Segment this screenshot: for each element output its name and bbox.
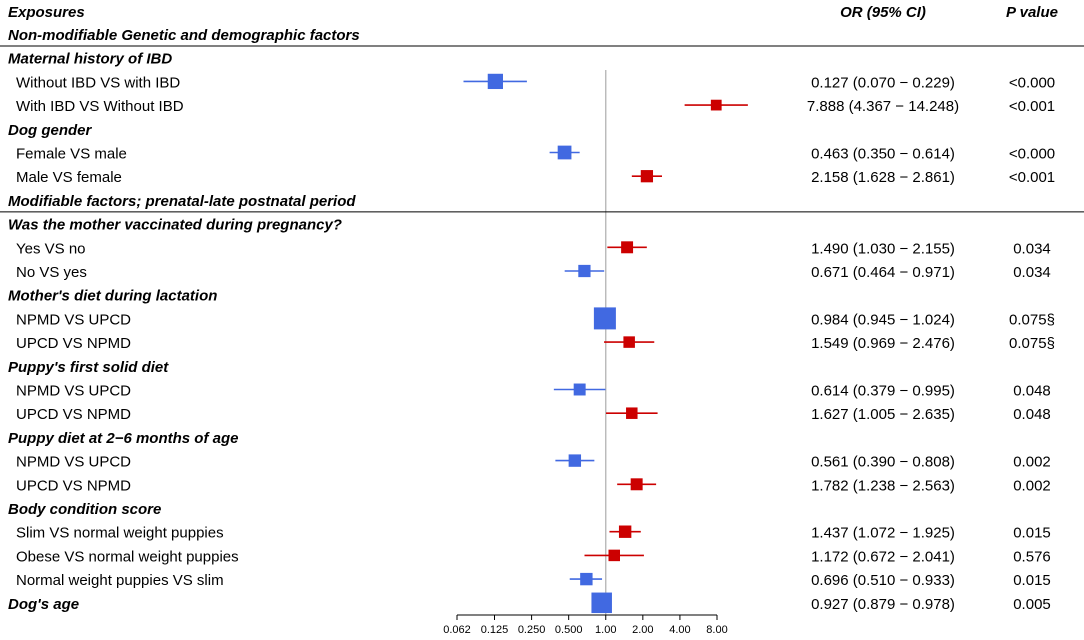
x-tick-label: 1.00 (595, 624, 616, 636)
or-ci-value: 0.671 (0.464 − 0.971) (811, 264, 955, 281)
row-label: Obese VS normal weight puppies (16, 548, 239, 565)
p-value: 0.576 (1013, 548, 1051, 565)
or-ci-value: 0.696 (0.510 − 0.933) (811, 572, 955, 589)
row-label: NPMD VS UPCD (16, 454, 131, 471)
point-estimate (621, 241, 634, 254)
point-estimate (640, 170, 654, 183)
row-label: UPCD VS NPMD (16, 477, 131, 494)
x-tick-label: 2.00 (632, 624, 653, 636)
group-label: Puppy's first solid diet (8, 359, 169, 376)
p-value: 0.002 (1013, 477, 1051, 494)
point-estimate (573, 383, 586, 396)
row-label: Dog's age (8, 596, 79, 613)
group-label: Puppy diet at 2−6 months of age (8, 430, 238, 447)
group-label: Mother's diet during lactation (8, 288, 217, 305)
header-p-value: P value (1006, 4, 1058, 21)
p-value: 0.075§ (1009, 311, 1055, 328)
section-label: Modifiable factors; prenatal-late postna… (8, 193, 356, 210)
row-label: With IBD VS Without IBD (16, 98, 184, 115)
p-value: 0.034 (1013, 240, 1051, 257)
or-ci-value: 0.463 (0.350 − 0.614) (811, 146, 955, 163)
p-value: 0.034 (1013, 264, 1051, 281)
or-ci-value: 0.561 (0.390 − 0.808) (811, 454, 955, 471)
or-ci-value: 1.782 (1.238 − 2.563) (811, 477, 955, 494)
p-value: 0.048 (1013, 383, 1051, 400)
point-estimate (580, 572, 593, 586)
point-estimate (710, 99, 722, 111)
point-estimate (618, 525, 632, 538)
or-ci-value: 1.627 (1.005 − 2.635) (811, 406, 955, 423)
row-label: NPMD VS UPCD (16, 383, 131, 400)
point-estimate (608, 549, 620, 562)
p-value: 0.005 (1013, 596, 1051, 613)
or-ci-value: 0.614 (0.379 − 0.995) (811, 383, 955, 400)
row-label: No VS yes (16, 264, 87, 281)
point-estimate (557, 145, 572, 160)
point-estimate (591, 592, 612, 614)
row-label: Without IBD VS with IBD (16, 74, 180, 91)
or-ci-value: 2.158 (1.628 − 2.861) (811, 169, 955, 186)
row-label: UPCD VS NPMD (16, 406, 131, 423)
x-tick-label: 0.125 (481, 624, 509, 636)
or-ci-value: 1.437 (1.072 − 1.925) (811, 525, 955, 542)
point-estimate (630, 478, 643, 491)
row-label: Yes VS no (16, 240, 86, 257)
or-ci-value: 1.549 (0.969 − 2.476) (811, 335, 955, 352)
point-estimate (578, 264, 591, 278)
x-tick-label: 4.00 (669, 624, 690, 636)
or-ci-value: 0.984 (0.945 − 1.024) (811, 311, 955, 328)
p-value: 0.048 (1013, 406, 1051, 423)
row-label: UPCD VS NPMD (16, 335, 131, 352)
p-value: <0.001 (1009, 169, 1055, 186)
group-label: Was the mother vaccinated during pregnan… (8, 217, 342, 234)
x-tick-label: 0.250 (518, 624, 546, 636)
x-tick-label: 0.500 (555, 624, 583, 636)
or-ci-value: 0.927 (0.879 − 0.978) (811, 596, 955, 613)
header-exposures: Exposures (8, 4, 85, 21)
row-label: NPMD VS UPCD (16, 311, 131, 328)
row-label: Male VS female (16, 169, 122, 186)
group-label: Dog gender (8, 122, 92, 139)
p-value: 0.015 (1013, 572, 1051, 589)
row-label: Slim VS normal weight puppies (16, 525, 224, 542)
p-value: <0.000 (1009, 74, 1055, 91)
row-label: Female VS male (16, 146, 127, 163)
p-value: 0.015 (1013, 525, 1051, 542)
section-label: Non-modifiable Genetic and demographic f… (8, 27, 360, 44)
or-ci-value: 1.490 (1.030 − 2.155) (811, 240, 955, 257)
or-ci-value: 0.127 (0.070 − 0.229) (811, 74, 955, 91)
point-estimate (593, 307, 616, 330)
p-value: 0.002 (1013, 454, 1051, 471)
point-estimate (568, 454, 582, 467)
point-estimate (623, 336, 635, 348)
p-value: 0.075§ (1009, 335, 1055, 352)
or-ci-value: 1.172 (0.672 − 2.041) (811, 548, 955, 565)
group-label: Body condition score (8, 501, 161, 518)
p-value: <0.001 (1009, 98, 1055, 115)
rows-layer: Non-modifiable Genetic and demographic f… (0, 27, 1084, 615)
row-label: Normal weight puppies VS slim (16, 572, 224, 589)
or-ci-value: 7.888 (4.367 − 14.248) (807, 98, 959, 115)
x-axis: 0.062 0.125 0.250 0.500 1.00 2.00 4.00 8.00 (443, 614, 728, 636)
header-or-ci: OR (95% CI) (840, 4, 926, 21)
x-tick-label: 0.062 (443, 624, 471, 636)
point-estimate (487, 73, 503, 90)
x-tick-label: 8.00 (706, 624, 727, 636)
point-estimate (626, 407, 638, 419)
p-value: <0.000 (1009, 146, 1055, 163)
group-label: Maternal history of IBD (8, 51, 172, 68)
